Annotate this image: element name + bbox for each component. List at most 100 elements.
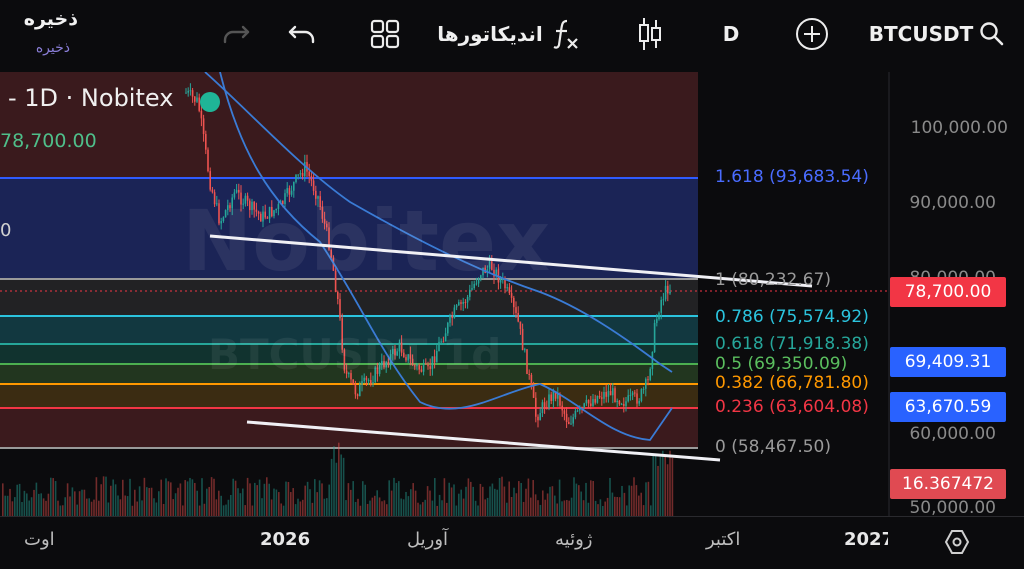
volume-bar — [462, 498, 465, 516]
volume-bar — [218, 490, 220, 516]
candle-body — [612, 388, 614, 396]
candle-body — [598, 395, 601, 398]
candle-body — [541, 402, 544, 414]
volume-bar — [496, 489, 498, 516]
volume-bar — [470, 481, 472, 516]
volume-bar — [251, 505, 254, 516]
candle-body — [235, 189, 238, 193]
volume-bar — [35, 482, 38, 516]
candle-body — [596, 395, 599, 403]
save-title[interactable]: ذخیره — [23, 8, 78, 30]
volume-bar — [455, 505, 458, 516]
time-tick: اوت — [24, 529, 55, 550]
chart-area[interactable]: Nobitex BTCUSDT 1d - 1D · Nobitex 78,700… — [0, 72, 1024, 518]
volume-bar — [81, 489, 83, 516]
volume-bar — [554, 495, 556, 516]
fib-zone-upper — [0, 72, 698, 178]
candle-body — [444, 333, 447, 342]
chart-settings-button[interactable] — [940, 525, 974, 559]
volume-bar — [33, 489, 35, 516]
volume-bar — [256, 485, 258, 516]
volume-bar — [383, 500, 386, 516]
candle-body — [273, 210, 275, 217]
volume-bar — [316, 492, 318, 516]
volume-bar — [28, 500, 30, 516]
volume-bar — [230, 494, 232, 516]
volume-bar — [206, 488, 208, 516]
fib-label-1: 1 (80,232.67) — [715, 270, 832, 290]
candle-body — [323, 218, 326, 224]
volume-bar — [45, 500, 47, 516]
candle-body — [238, 189, 240, 193]
volume-bar — [508, 481, 510, 516]
candle-body — [607, 391, 610, 397]
volume-bar — [285, 481, 287, 516]
candle-body — [651, 351, 654, 369]
layout-button[interactable] — [366, 14, 404, 54]
volume-bar — [306, 481, 309, 516]
volume-bar — [246, 477, 249, 516]
candle-body — [268, 206, 271, 219]
candles — [185, 83, 671, 428]
candle-body — [385, 361, 387, 368]
volume-bar — [602, 505, 604, 516]
volume-bar — [621, 485, 623, 516]
volume-bar — [467, 478, 470, 516]
chart-legend-title[interactable]: - 1D · Nobitex — [8, 84, 174, 112]
volume-bar — [328, 484, 330, 516]
candle-body — [304, 161, 306, 177]
volume-bar — [280, 503, 282, 516]
volume-bar — [366, 503, 369, 516]
volume-bar — [42, 498, 45, 516]
symbol-search[interactable]: BTCUSDT — [864, 14, 1010, 54]
candle-body — [519, 321, 522, 329]
volume-bar — [23, 490, 26, 516]
candle-body — [570, 423, 572, 425]
volume-bar — [146, 487, 148, 516]
volume-bar — [491, 483, 494, 516]
volume-bar — [174, 493, 177, 516]
volume-bar — [630, 485, 633, 516]
candle-body — [592, 399, 594, 406]
volume-bar — [522, 501, 525, 516]
search-icon — [980, 22, 1004, 46]
undo-button[interactable] — [284, 14, 320, 54]
time-axis[interactable]: اوت 2026 آوریل ژوئیه اکتبر 2027 — [0, 516, 1024, 569]
candle-body — [290, 190, 293, 195]
volume-bar — [582, 500, 585, 516]
indicators-label: اندیکاتورها — [437, 22, 543, 46]
candle-body — [205, 134, 207, 150]
volume-bar — [64, 497, 66, 516]
candle-body — [286, 188, 288, 194]
candle-body — [334, 270, 337, 292]
volume-bar — [575, 483, 578, 516]
candle-body — [231, 197, 233, 209]
candle-body — [257, 211, 260, 214]
candle-body — [376, 367, 379, 374]
redo-button[interactable] — [218, 14, 254, 54]
volume-bar — [69, 496, 71, 516]
fib-zone-0786 — [0, 316, 698, 344]
candle-body — [321, 206, 324, 219]
chart-type-button[interactable] — [632, 14, 668, 54]
candle-body — [359, 384, 361, 397]
candle-body — [440, 341, 442, 343]
candle-body — [642, 388, 645, 390]
candle-body — [330, 249, 332, 258]
candle-body — [557, 393, 559, 399]
volume-bar — [520, 482, 522, 516]
candle-body — [339, 299, 341, 319]
volume-bar — [628, 485, 630, 516]
candle-body — [552, 391, 555, 401]
price-chart[interactable] — [0, 72, 1024, 516]
volume-bar — [402, 499, 405, 516]
candle-body — [341, 318, 343, 350]
volume-bar — [222, 505, 225, 516]
volume-bar — [371, 497, 374, 516]
interval-button[interactable]: D — [716, 14, 746, 54]
indicators-button[interactable]: اندیکاتورها — [434, 14, 584, 54]
candle-body — [414, 365, 416, 367]
candle-body — [222, 217, 225, 222]
volume-bar — [597, 504, 599, 516]
add-symbol-button[interactable] — [794, 14, 830, 54]
